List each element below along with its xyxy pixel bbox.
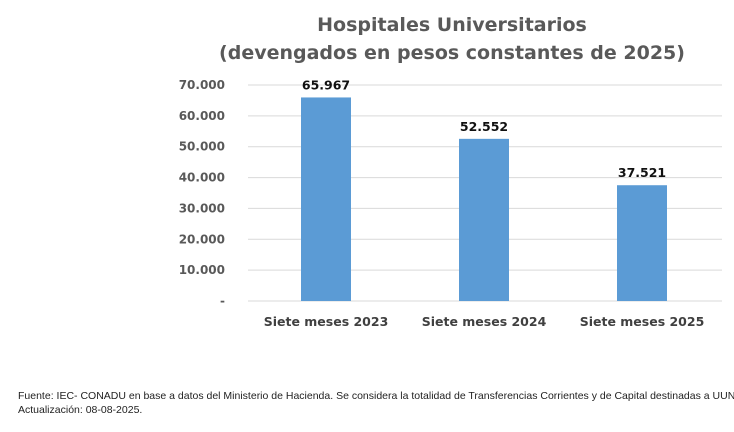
y-tick-label: 60.000: [179, 109, 225, 123]
x-category-label: Siete meses 2023: [264, 314, 389, 329]
y-tick-label: 30.000: [179, 201, 225, 215]
bar-chart: Hospitales Universitarios (devengados en…: [179, 14, 722, 329]
bar: [617, 185, 667, 301]
chart-title: Hospitales Universitarios: [317, 14, 587, 36]
x-category-label: Siete meses 2025: [580, 314, 705, 329]
footer: Fuente: IEC- CONADU en base a datos del …: [18, 389, 734, 417]
data-label: 37.521: [618, 165, 666, 180]
y-tick-label: -: [220, 294, 225, 308]
y-tick-label: 20.000: [179, 232, 225, 246]
y-tick-label: 50.000: [179, 140, 225, 154]
data-label: 65.967: [302, 77, 350, 92]
chart-subtitle: (devengados en pesos constantes de 2025): [219, 42, 685, 64]
y-tick-label: 40.000: [179, 171, 225, 185]
y-tick-label: 10.000: [179, 263, 225, 277]
data-label: 52.552: [460, 119, 508, 134]
x-category-label: Siete meses 2024: [422, 314, 547, 329]
bar: [459, 138, 509, 301]
y-tick-label: 70.000: [179, 78, 225, 92]
update-note: Actualización: 08-08-2025.: [18, 404, 143, 416]
bar: [301, 97, 351, 301]
source-note: Fuente: IEC- CONADU en base a datos del …: [18, 390, 734, 402]
